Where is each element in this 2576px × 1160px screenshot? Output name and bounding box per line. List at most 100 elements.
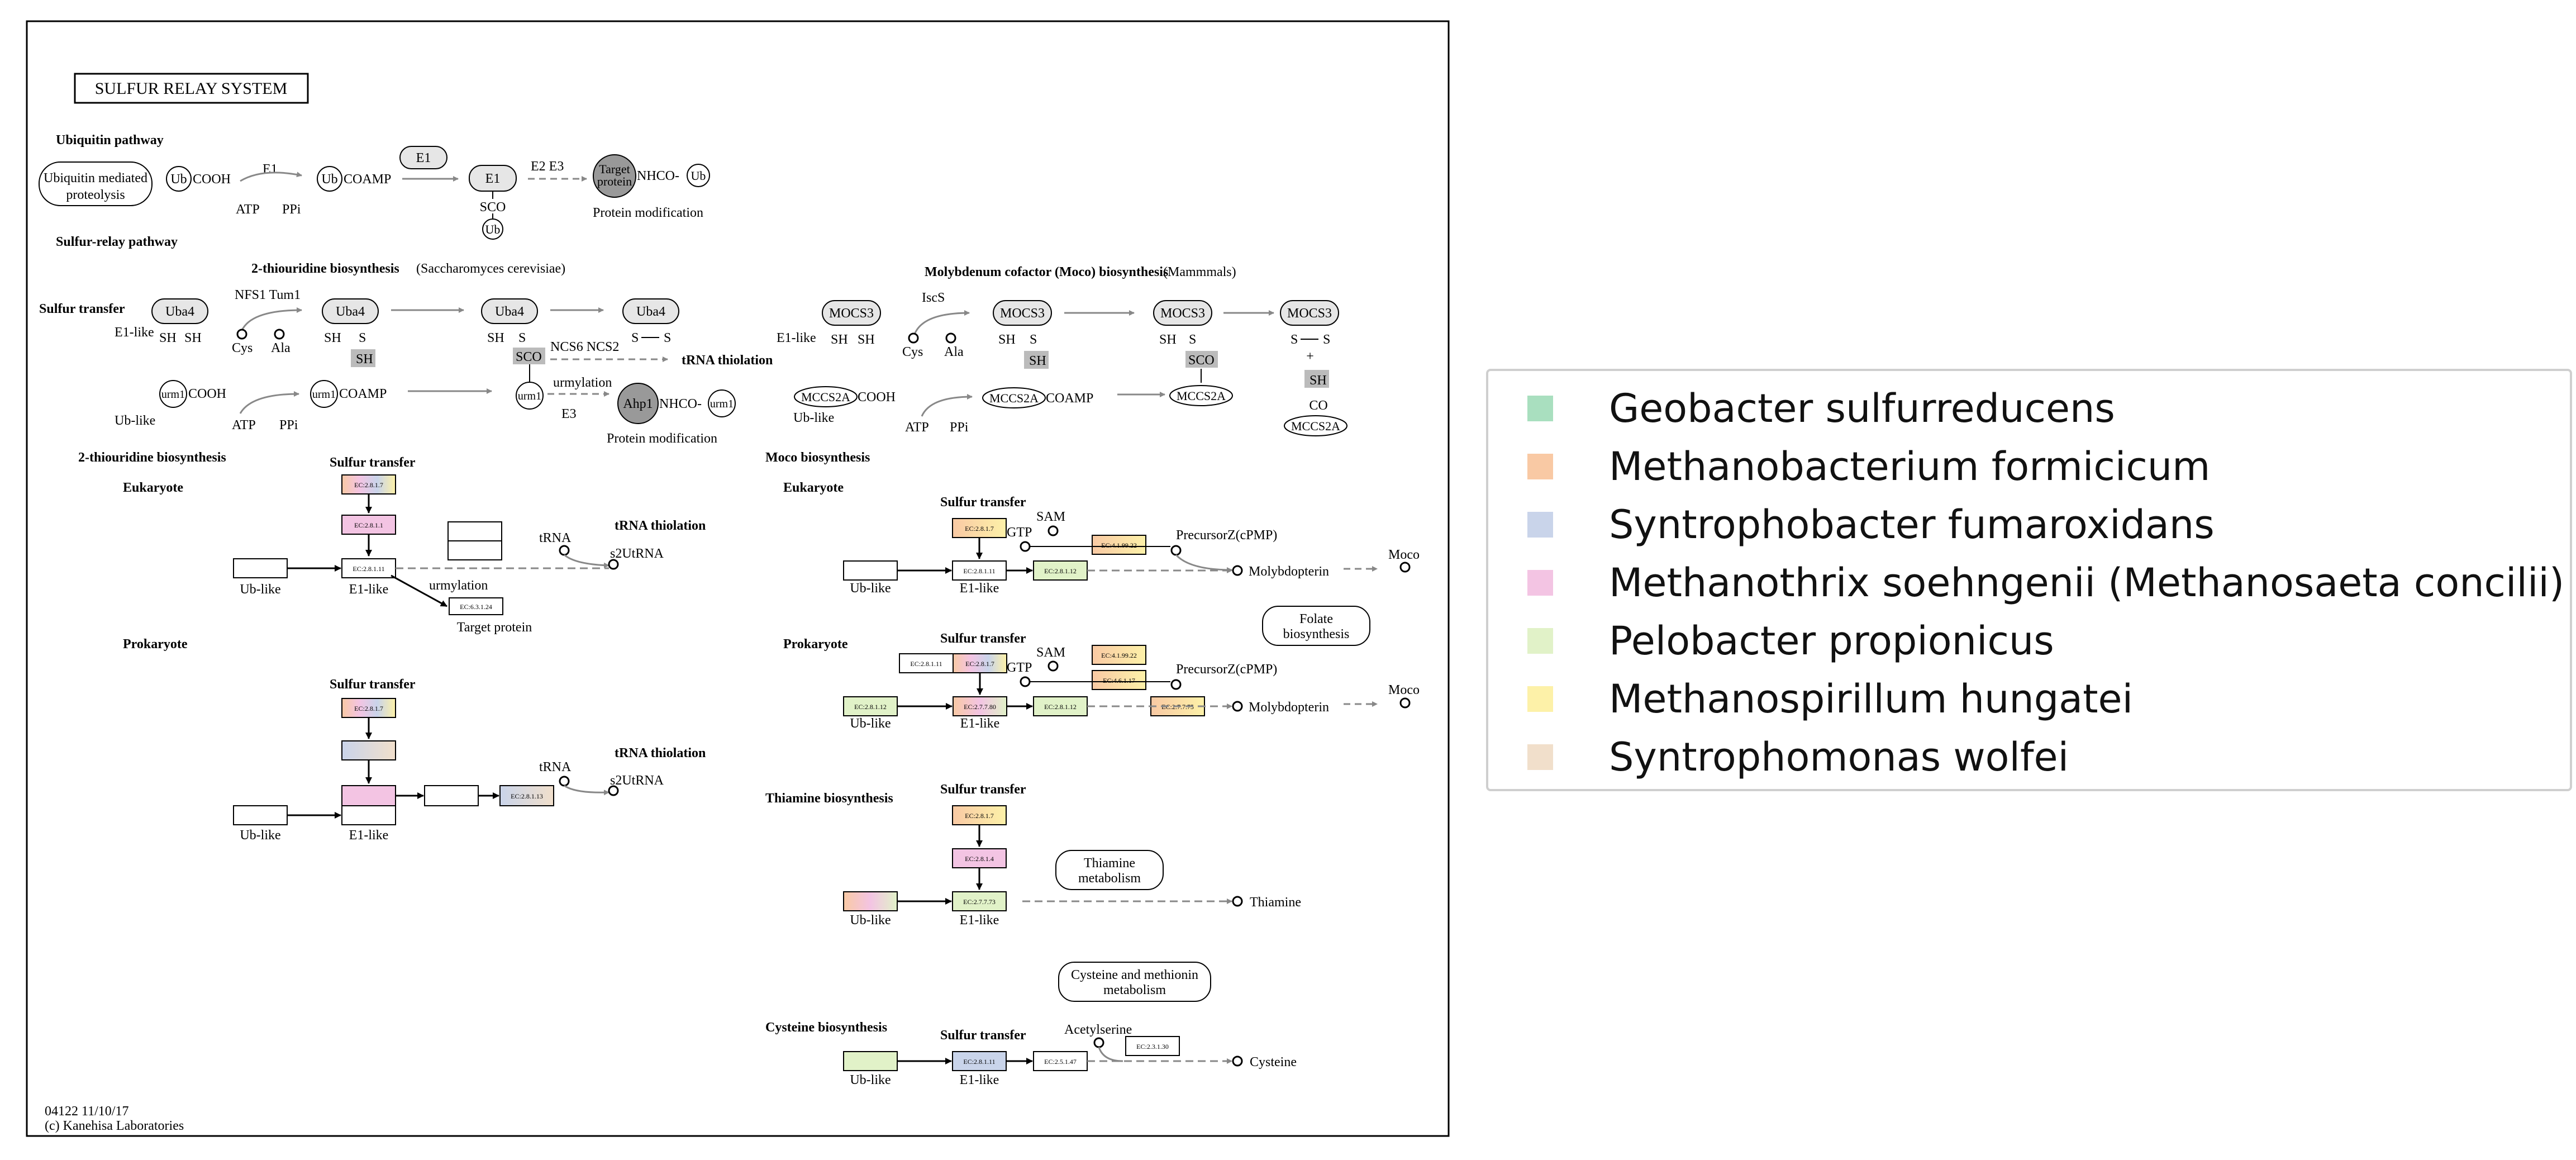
ubiquitin-mediated-box[interactable] xyxy=(39,161,153,206)
urm1-node-1[interactable] xyxy=(159,380,187,408)
ec-2814-thiamine[interactable] xyxy=(952,848,1007,868)
ala-node-2[interactable] xyxy=(945,332,956,344)
sam-node-2[interactable] xyxy=(1047,660,1059,672)
thiamine-met-box[interactable] xyxy=(1055,850,1164,890)
cysteine-node[interactable] xyxy=(1232,1056,1243,1067)
ec-41399-moco-euk[interactable] xyxy=(1092,535,1146,555)
ec-28113-prok[interactable] xyxy=(499,785,554,806)
mocs3-box-3[interactable] xyxy=(1153,300,1212,326)
ec-27773-thiamine[interactable] xyxy=(952,891,1007,911)
ub-like-box-cys[interactable] xyxy=(843,1051,898,1071)
cys-node-2[interactable] xyxy=(908,332,919,344)
s2utrna-node-2[interactable] xyxy=(608,785,619,796)
ec-25147-cys[interactable] xyxy=(1033,1051,1088,1071)
ub-like-box-euk[interactable] xyxy=(233,558,288,578)
ec-2817-euk[interactable] xyxy=(341,474,396,495)
ub-node-2[interactable] xyxy=(317,166,342,192)
molybdopterin-label-2: Molybdopterin xyxy=(1249,700,1329,715)
prok-enzyme-3[interactable] xyxy=(341,785,396,806)
ec-41399-moco-prok[interactable] xyxy=(1092,645,1146,665)
ec-2811-euk-text: EC:2.8.1.1 xyxy=(354,521,383,529)
uba4-box-4[interactable] xyxy=(622,298,679,324)
e1-like-label-moco-euk: E1-like xyxy=(960,581,999,596)
ec-27780-moco-prok[interactable] xyxy=(953,696,1007,716)
cys-met-box[interactable] xyxy=(1058,962,1211,1002)
mocs2a-text-2: MCCS2A xyxy=(989,391,1039,405)
ppi-label-1: PPi xyxy=(282,202,301,217)
ala-node-1[interactable] xyxy=(274,329,285,340)
acetylserine-node[interactable] xyxy=(1093,1037,1104,1048)
blank-box-euk-2[interactable] xyxy=(447,540,502,560)
precursorz-node-2[interactable] xyxy=(1170,679,1182,690)
legend-swatch xyxy=(1527,744,1553,770)
mocs2a-node-4[interactable] xyxy=(1284,415,1347,436)
ec-41399-moco-euk-text: EC:4.1.99.22 xyxy=(1101,541,1137,549)
mocs3-box-4[interactable] xyxy=(1280,300,1339,326)
ec-2812-moco-prok[interactable] xyxy=(1033,696,1088,716)
mocs2a-text-3: MCCS2A xyxy=(1177,389,1226,403)
mocs3-box-1[interactable] xyxy=(822,300,881,326)
gtp-node-1[interactable] xyxy=(1020,541,1031,552)
trna-node-1[interactable] xyxy=(559,545,570,556)
sam-node-1[interactable] xyxy=(1047,525,1059,536)
ub-like-box-thiamine[interactable] xyxy=(843,891,898,911)
molybdopterin-node-2[interactable] xyxy=(1232,701,1243,712)
uba4-text-3: Uba4 xyxy=(495,305,524,319)
target-protein-node[interactable] xyxy=(593,154,636,198)
ec-231316-cys[interactable] xyxy=(1125,1036,1180,1056)
uba4-text-2: Uba4 xyxy=(336,305,365,319)
urm1-node-3[interactable] xyxy=(516,382,544,410)
folate-box[interactable] xyxy=(1262,606,1370,646)
moco-node-2[interactable] xyxy=(1399,697,1411,709)
sh-label-1: SH xyxy=(159,331,177,345)
precursorz-node-1[interactable] xyxy=(1170,545,1182,556)
eukaryote-label-2: Eukaryote xyxy=(783,481,844,495)
s-label-4: S xyxy=(664,331,671,345)
prok-enzyme-5[interactable] xyxy=(424,785,479,806)
e1-enzyme-box[interactable] xyxy=(399,146,447,169)
atp-label-2: ATP xyxy=(232,418,256,432)
mocs2a-node-2[interactable] xyxy=(982,387,1046,408)
urm1-node-4[interactable] xyxy=(708,389,736,417)
ec-2817-moco-prok[interactable] xyxy=(953,653,1007,673)
sh-gray-box-2 xyxy=(1024,351,1049,369)
ec-28111-moco-euk[interactable] xyxy=(952,560,1007,581)
ahp1-node[interactable] xyxy=(617,383,659,424)
s-label-6: S xyxy=(1189,332,1196,347)
ub-like-label-cys: Ub-like xyxy=(850,1073,891,1087)
prok-enzyme-2[interactable] xyxy=(341,740,396,760)
ec-28111-cys[interactable] xyxy=(952,1051,1007,1071)
thiamine-node[interactable] xyxy=(1232,896,1243,907)
s2utrna-node-1[interactable] xyxy=(608,559,619,570)
moco-node-1[interactable] xyxy=(1399,562,1411,573)
ec-631124[interactable] xyxy=(449,597,503,615)
ec-4617-moco-prok[interactable] xyxy=(1092,670,1146,690)
cys-node-1[interactable] xyxy=(236,329,247,340)
molybdopterin-node-1[interactable] xyxy=(1232,565,1243,576)
trna-curve-1 xyxy=(564,554,610,568)
mocs2a-activation-arrow xyxy=(921,394,973,417)
ec-2812-moco-euk[interactable] xyxy=(1033,560,1088,581)
prok-enzyme-4[interactable] xyxy=(341,805,396,825)
urmylation-label-1: urmylation xyxy=(553,375,612,390)
ub-node-4[interactable] xyxy=(687,164,710,187)
trna-thiolation-top: tRNA thiolation xyxy=(682,353,773,368)
sh-label-8: SH xyxy=(998,332,1016,347)
trna-node-2[interactable] xyxy=(559,776,570,787)
ub-like-box-moco-euk[interactable] xyxy=(843,560,898,581)
ub-like-box-prok[interactable] xyxy=(233,805,288,825)
blank-box-euk-1[interactable] xyxy=(447,521,502,541)
ub-node-3[interactable] xyxy=(482,218,503,240)
ec-2812-moco-prok-left[interactable] xyxy=(843,696,898,716)
uba4-box-2[interactable] xyxy=(322,298,379,324)
uba4-box-3[interactable] xyxy=(481,298,538,324)
uba4-box-1[interactable] xyxy=(151,298,208,324)
mocs3-box-2[interactable] xyxy=(993,300,1052,326)
urm1-node-2[interactable] xyxy=(310,380,338,408)
gtp-node-2[interactable] xyxy=(1020,676,1031,687)
ub-node[interactable] xyxy=(166,166,192,192)
trna-curve-2 xyxy=(564,785,610,796)
mocs2a-node-1[interactable] xyxy=(794,386,858,407)
mocs2a-node-3[interactable] xyxy=(1169,385,1233,406)
legend-label: Geobacter sulfurreducens xyxy=(1609,386,2115,431)
